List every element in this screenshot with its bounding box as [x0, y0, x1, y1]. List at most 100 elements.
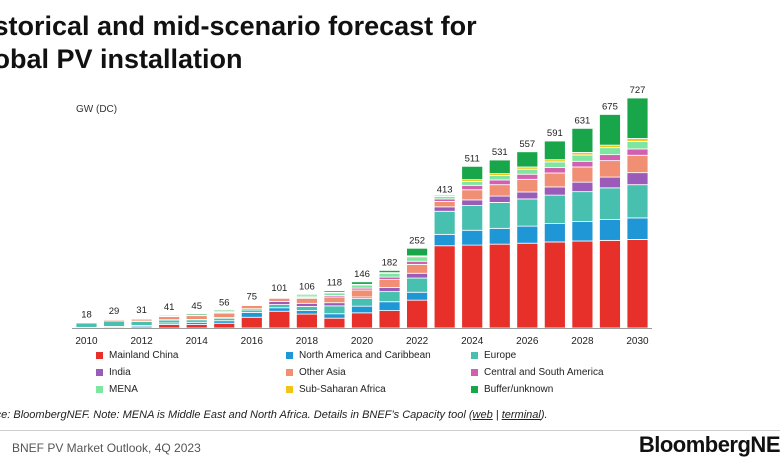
bar-segment-europe-2011	[103, 320, 125, 327]
bar-segment-north-america-and-caribbean-2022	[406, 291, 429, 301]
bar-segment-mena-2026	[516, 168, 539, 175]
bar-segment-other-asia-2028	[571, 166, 594, 183]
bar-segment-north-america-and-caribbean-2024	[461, 229, 484, 246]
legend-item-sub-saharan-africa: Sub-Saharan Africa	[286, 384, 386, 395]
bar-segment-buffer-unknown-2027	[543, 140, 566, 161]
bar-segment-india-2021	[378, 287, 401, 293]
bar-segment-india-2027	[543, 186, 566, 196]
bar-segment-buffer-unknown-2029	[599, 114, 621, 146]
bar-segment-other-asia-2030	[626, 154, 649, 174]
web-link[interactable]: web	[472, 409, 493, 421]
total-label-2011: 29	[109, 306, 120, 317]
x-tick-label-2020: 2020	[351, 336, 374, 347]
bar-segment-other-asia-2020	[351, 289, 373, 298]
bar-segment-europe-2025	[488, 201, 511, 229]
total-label-2010: 18	[81, 309, 92, 320]
bar-segment-sub-saharan-africa-2030	[626, 138, 649, 142]
bar-segment-north-america-and-caribbean-2025	[488, 227, 511, 245]
bar-segment-mena-2020	[351, 284, 373, 289]
bar-segment-europe-2019	[323, 305, 346, 315]
bar-segment-europe-2023	[433, 210, 456, 235]
x-tick-label-2026: 2026	[516, 336, 539, 347]
x-tick-label-2030: 2030	[626, 336, 649, 347]
bar-segment-mena-2022	[406, 256, 429, 262]
total-label-2029: 675	[602, 101, 618, 112]
bar-segment-other-asia-2026	[516, 178, 539, 193]
bar-segment-mainland-china-2016	[240, 316, 263, 329]
bar-segment-central-and-south-america-2026	[516, 173, 539, 180]
x-tick-label-2012: 2012	[130, 336, 153, 347]
terminal-link[interactable]: terminal	[501, 409, 541, 421]
legend-label: MENA	[109, 384, 138, 395]
legend-item-india: India	[96, 367, 131, 378]
bar-segment-mainland-china-2013	[158, 324, 181, 329]
x-tick-label-2010: 2010	[75, 336, 98, 347]
bar-segment-india-2018	[295, 302, 318, 307]
y-axis-unit-label: GW (DC)	[76, 104, 118, 115]
bar-segment-mainland-china-2018	[295, 313, 318, 329]
bar-segment-central-and-south-america-2027	[543, 167, 566, 174]
bar-segment-buffer-unknown-2012	[130, 317, 153, 320]
bar-segment-mainland-china-2027	[543, 241, 566, 329]
legend-label: India	[109, 367, 131, 378]
legend-item-buffer-unknown: Buffer/unknown	[471, 384, 553, 395]
bar-segment-north-america-and-caribbean-2018	[295, 310, 318, 315]
bar-segment-india-2028	[571, 181, 594, 193]
legend-label: Mainland China	[109, 350, 179, 361]
bar-segment-buffer-unknown-2030	[626, 97, 649, 139]
total-label-2022: 252	[409, 235, 425, 246]
bar-segment-buffer-unknown-2025	[488, 159, 511, 175]
bar-segment-buffer-unknown-2019	[323, 290, 346, 293]
bar-segment-europe-2026	[516, 198, 539, 227]
legend-item-central-and-south-america: Central and South America	[471, 367, 604, 378]
bar-segment-north-america-and-caribbean-2030	[626, 217, 649, 240]
bar-segment-central-and-south-america-2030	[626, 148, 649, 156]
total-label-2012: 31	[136, 305, 147, 316]
legend-label: Buffer/unknown	[484, 384, 554, 395]
footer-divider	[0, 430, 780, 431]
bar-segment-buffer-unknown-2020	[351, 281, 373, 285]
bar-segment-buffer-unknown-2026	[516, 151, 539, 168]
bar-segment-north-america-and-caribbean-2023	[433, 233, 456, 247]
total-label-2019: 118	[327, 278, 342, 289]
bar-segment-europe-2030	[626, 184, 649, 219]
legend-label: Sub-Saharan Africa	[299, 384, 386, 395]
source-text: rce: BloombergNEF. Note: MENA is Middle …	[0, 409, 473, 421]
bar-segment-mainland-china-2021	[378, 310, 401, 329]
source-note: rce: BloombergNEF. Note: MENA is Middle …	[0, 409, 548, 421]
bar-segment-mainland-china-2029	[599, 239, 621, 329]
bar-segment-india-2017	[268, 301, 291, 305]
bar-segment-north-america-and-caribbean-2028	[571, 220, 594, 242]
bar-segment-other-asia-2025	[488, 184, 511, 197]
total-label-2017: 101	[271, 283, 287, 294]
bar-segment-europe-2021	[378, 291, 401, 303]
bar-segment-mainland-china-2015	[213, 322, 236, 329]
legend-label: Europe	[484, 350, 517, 361]
bar-segment-other-asia-2016	[240, 305, 263, 310]
bar-segment-mena-2029	[599, 147, 621, 156]
bar-segment-buffer-unknown-2028	[571, 127, 594, 153]
bar-segment-europe-2022	[406, 277, 429, 293]
total-label-2013: 41	[164, 302, 175, 313]
bar-segment-india-2023	[433, 206, 456, 212]
total-label-2028: 631	[574, 115, 590, 126]
bar-segment-buffer-unknown-2024	[461, 165, 484, 181]
bar-segment-other-asia-2015	[213, 312, 236, 318]
bloombergnef-logo: BloombergNE	[638, 432, 780, 457]
total-label-2020: 146	[354, 269, 370, 280]
bar-segment-mainland-china-2014	[185, 324, 208, 329]
bar-segment-buffer-unknown-2021	[378, 270, 401, 274]
total-label-2023: 413	[437, 184, 453, 195]
bar-segment-europe-2017	[268, 304, 291, 309]
bar-segment-europe-2018	[295, 306, 318, 311]
report-name: BNEF PV Market Outlook, 4Q 2023	[12, 441, 201, 455]
bar-segment-central-and-south-america-2029	[599, 154, 621, 162]
total-label-2026: 557	[519, 139, 535, 150]
total-label-2014: 45	[191, 301, 202, 312]
bar-segment-mainland-china-2020	[351, 312, 373, 329]
legend-label: Central and South America	[484, 367, 604, 378]
bar-segment-other-asia-2014	[185, 315, 208, 320]
bar-segment-other-asia-2021	[378, 279, 401, 288]
bar-segment-mainland-china-2026	[516, 242, 539, 329]
bar-segment-mena-2030	[626, 140, 649, 150]
